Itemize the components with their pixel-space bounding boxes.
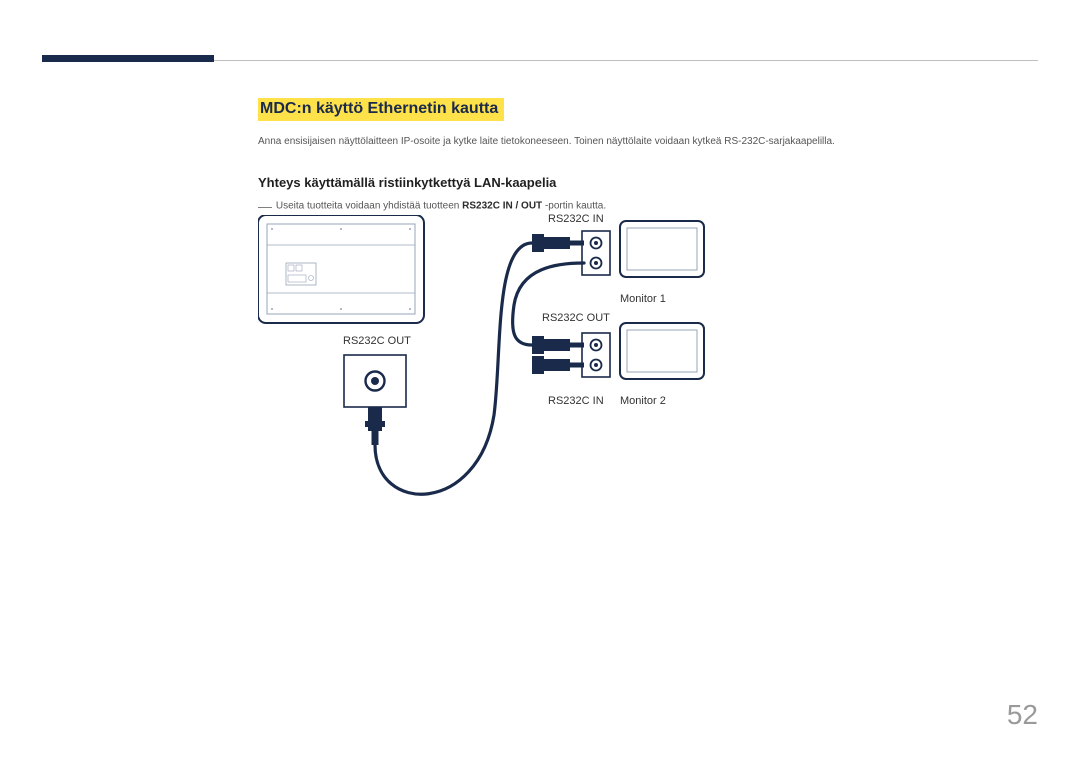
jack-mon2-in — [532, 356, 584, 374]
main-device — [258, 215, 424, 323]
note-part-a: Useita tuotteita voidaan yhdistää tuotte… — [276, 201, 462, 212]
port-panel-main — [344, 355, 406, 407]
page-number: 52 — [1007, 699, 1038, 731]
label-monitor1: Monitor 1 — [620, 293, 666, 305]
main-content: MDC:n käyttö Ethernetin kautta Anna ensi… — [258, 98, 1038, 214]
label-monitor2: Monitor 2 — [620, 395, 666, 407]
monitor-2 — [620, 323, 704, 379]
jack-mon1-out — [532, 336, 584, 354]
port-block-monitor2 — [582, 333, 610, 377]
description-text: Anna ensisijaisen näyttölaitteen IP-osoi… — [258, 135, 1038, 149]
jack-main-out — [365, 407, 385, 445]
note-dash: ― — [258, 198, 276, 214]
cable-mon1-to-mon2 — [513, 263, 584, 345]
sub-heading: Yhteys käyttämällä ristiinkytkettyä LAN-… — [258, 175, 1038, 190]
port-block-monitor1 — [582, 231, 610, 275]
accent-bar — [42, 55, 214, 62]
label-rs232c-in-bot: RS232C IN — [548, 395, 604, 407]
label-rs232c-in-top: RS232C IN — [548, 213, 604, 225]
connection-diagram: RS232C OUT RS232C IN Monitor 1 RS232C OU… — [258, 215, 858, 545]
page-title: MDC:n käyttö Ethernetin kautta — [258, 98, 504, 121]
footnote: ― Useita tuotteita voidaan yhdistää tuot… — [258, 198, 1038, 214]
note-part-b: -portin kautta. — [542, 201, 606, 212]
monitor-1 — [620, 221, 704, 277]
note-bold: RS232C IN / OUT — [462, 201, 542, 212]
jack-mon1-in — [532, 234, 584, 252]
label-rs232c-out-mid: RS232C OUT — [542, 312, 610, 324]
label-rs232c-out-main: RS232C OUT — [343, 335, 411, 347]
